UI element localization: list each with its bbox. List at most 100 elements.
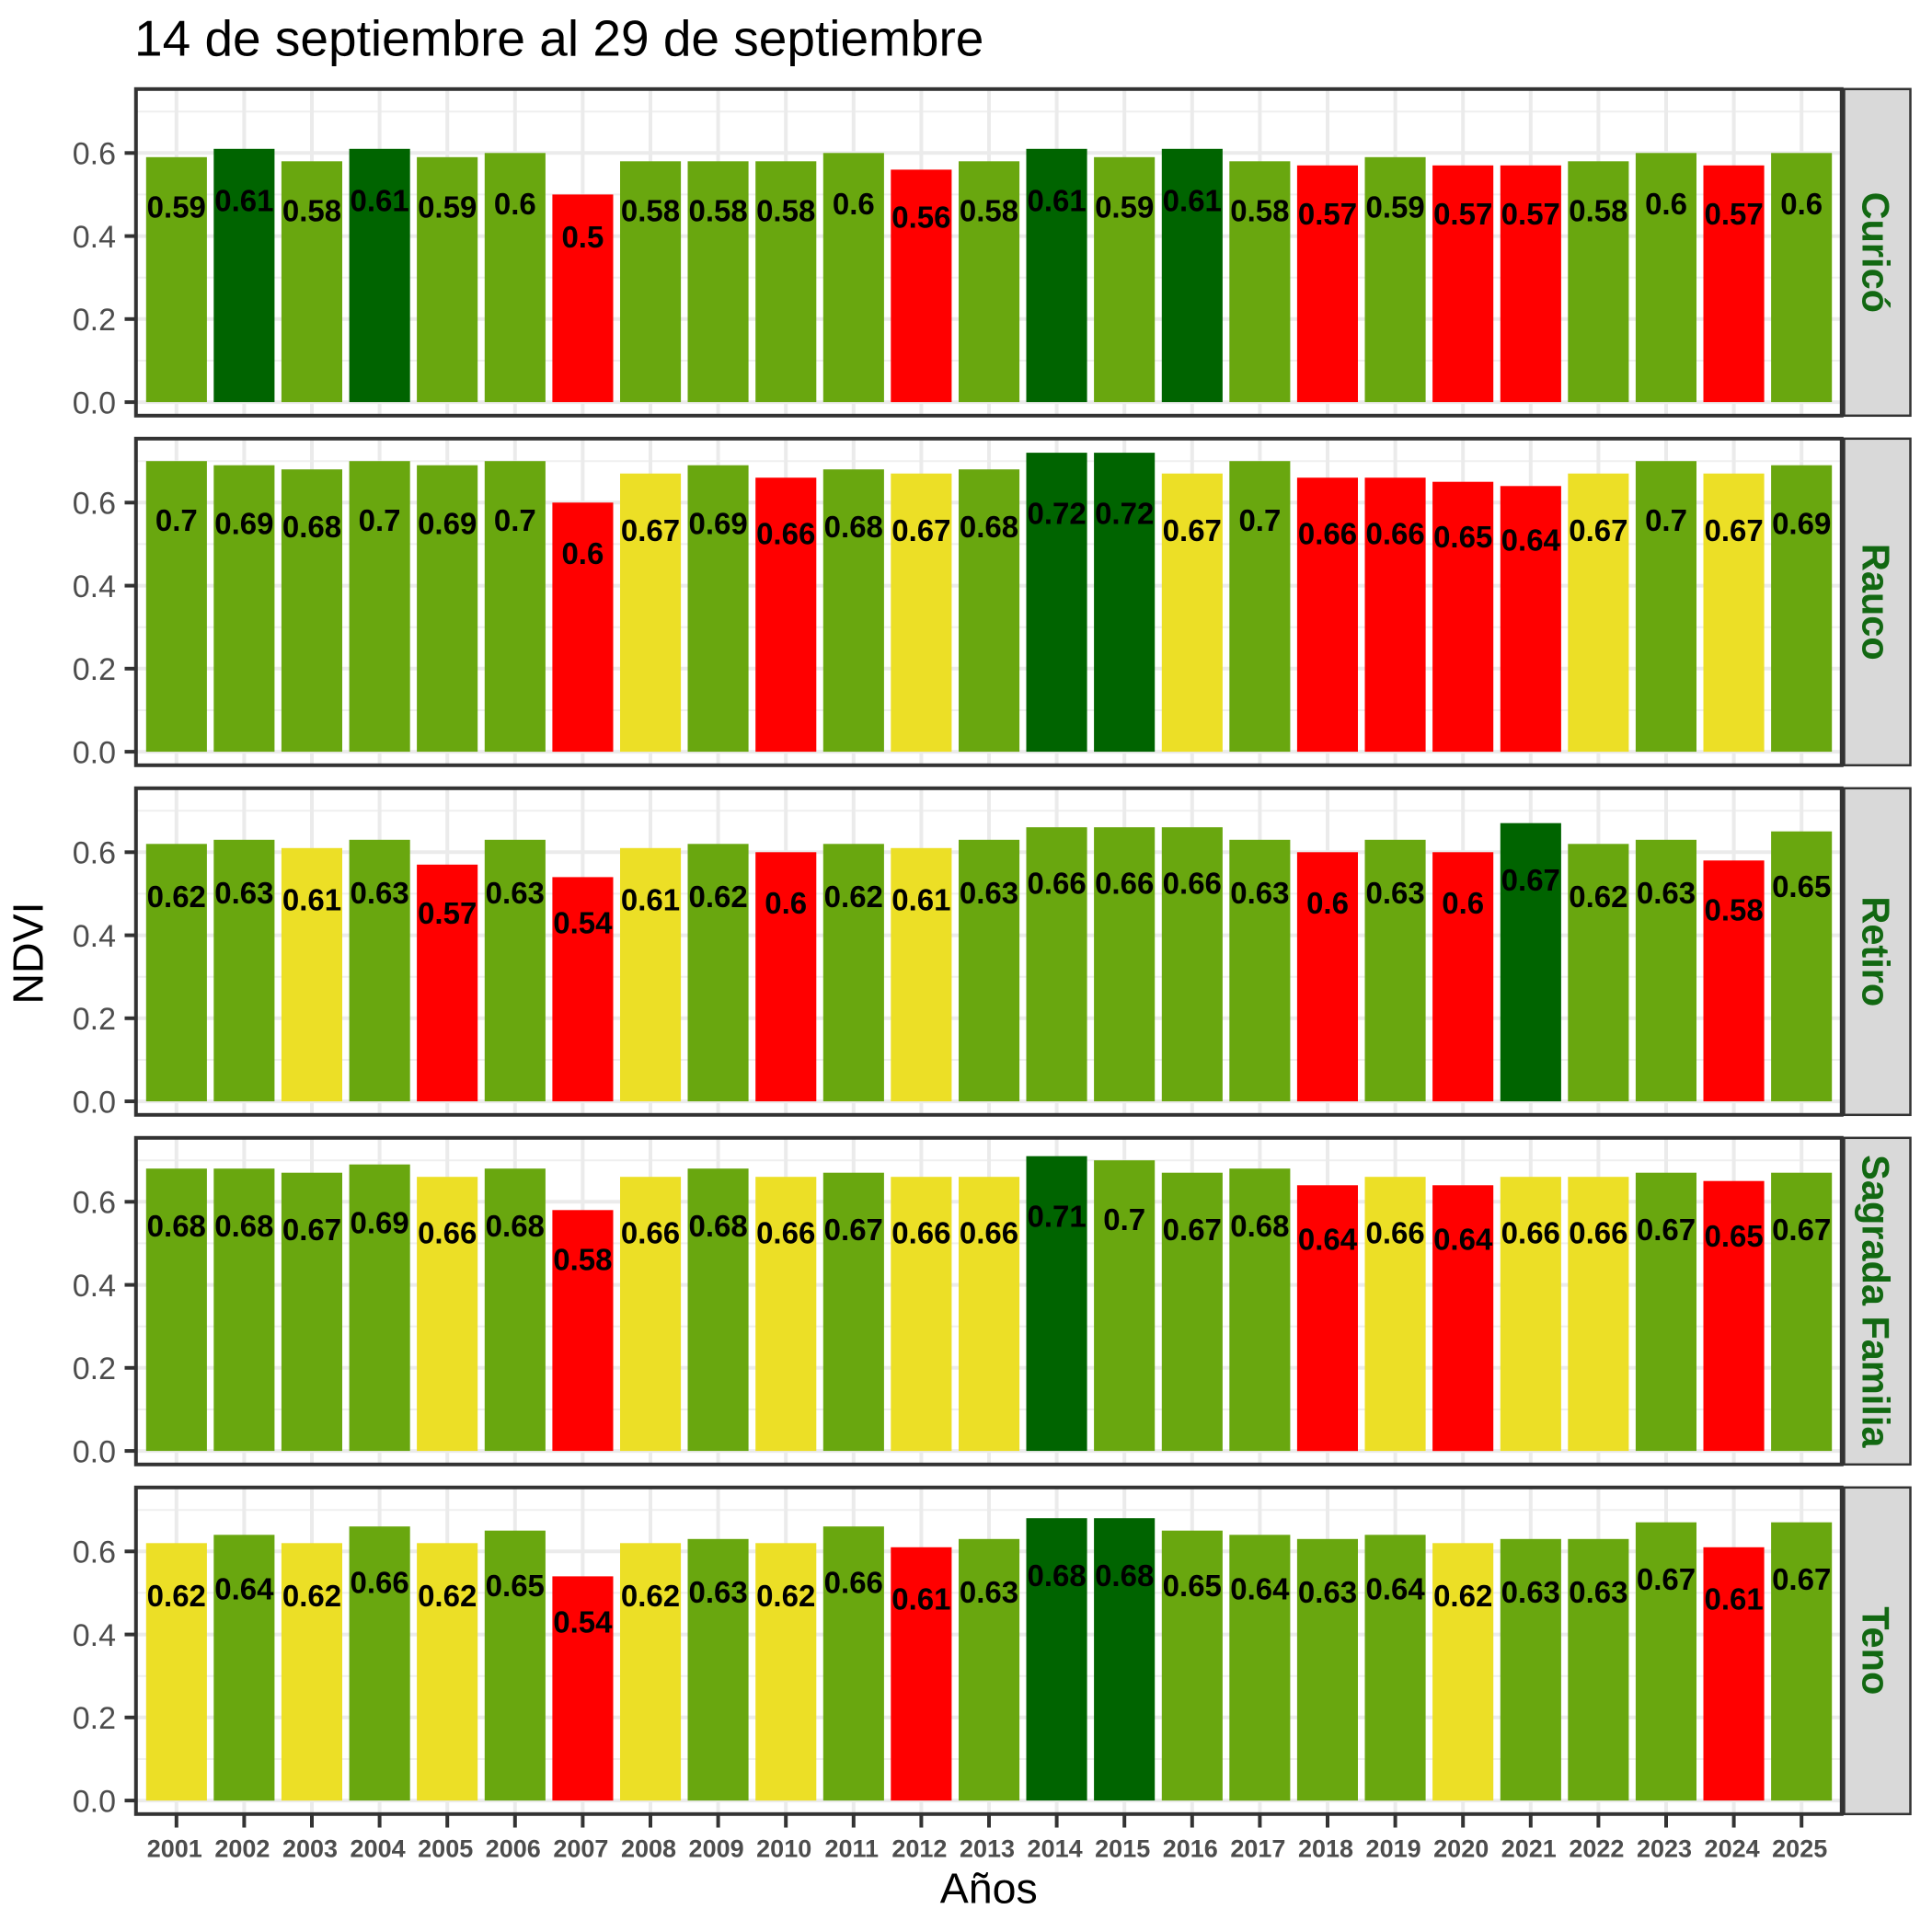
svg-text:0.0: 0.0 (73, 1085, 116, 1120)
svg-text:0.65: 0.65 (1772, 869, 1831, 903)
svg-text:0.0: 0.0 (73, 1434, 116, 1469)
svg-text:0.67: 0.67 (1772, 1213, 1831, 1247)
svg-text:0.68: 0.68 (1230, 1209, 1289, 1243)
svg-text:2008: 2008 (621, 1835, 676, 1863)
svg-text:0.64: 0.64 (1365, 1572, 1425, 1606)
svg-text:0.66: 0.66 (824, 1565, 883, 1599)
svg-text:0.63: 0.63 (960, 1575, 1018, 1609)
svg-text:2020: 2020 (1433, 1835, 1489, 1863)
svg-text:0.59: 0.59 (1095, 190, 1154, 224)
svg-text:2003: 2003 (282, 1835, 338, 1863)
svg-text:0.57: 0.57 (418, 896, 477, 930)
svg-text:0.69: 0.69 (350, 1206, 408, 1240)
svg-text:0.2: 0.2 (73, 1351, 116, 1386)
svg-text:0.62: 0.62 (418, 1579, 477, 1613)
svg-text:2012: 2012 (891, 1835, 947, 1863)
svg-text:0.64: 0.64 (1230, 1572, 1290, 1606)
svg-text:Teno: Teno (1855, 1606, 1898, 1695)
svg-text:0.7: 0.7 (359, 503, 401, 537)
svg-text:2005: 2005 (418, 1835, 473, 1863)
svg-text:0.58: 0.58 (1230, 193, 1289, 227)
svg-text:0.5: 0.5 (561, 220, 604, 254)
svg-text:0.54: 0.54 (553, 906, 613, 940)
svg-text:0.67: 0.67 (1772, 1562, 1831, 1596)
svg-text:0.67: 0.67 (282, 1213, 341, 1247)
svg-text:0.62: 0.62 (688, 880, 747, 914)
svg-text:0.61: 0.61 (282, 883, 341, 917)
svg-text:0.68: 0.68 (147, 1209, 206, 1243)
svg-text:0.4: 0.4 (73, 1269, 116, 1304)
svg-text:2011: 2011 (825, 1835, 880, 1863)
svg-text:0.6: 0.6 (1306, 886, 1349, 920)
svg-text:0.57: 0.57 (1433, 197, 1492, 231)
svg-text:0.69: 0.69 (214, 507, 273, 541)
svg-text:0.58: 0.58 (282, 193, 341, 227)
svg-text:0.67: 0.67 (621, 513, 680, 547)
svg-text:0.63: 0.63 (688, 1575, 747, 1609)
svg-text:0.6: 0.6 (1442, 886, 1484, 920)
svg-text:0.63: 0.63 (1637, 876, 1696, 910)
svg-text:0.0: 0.0 (73, 1784, 116, 1819)
svg-text:0.57: 0.57 (1704, 197, 1763, 231)
svg-text:0.66: 0.66 (960, 1215, 1018, 1249)
svg-text:0.66: 0.66 (1365, 516, 1424, 550)
svg-text:0.7: 0.7 (1238, 503, 1281, 537)
svg-text:0.58: 0.58 (621, 193, 680, 227)
svg-text:0.66: 0.66 (891, 1215, 950, 1249)
svg-text:0.62: 0.62 (824, 880, 883, 914)
svg-text:2016: 2016 (1163, 1835, 1218, 1863)
svg-text:0.68: 0.68 (1095, 1558, 1154, 1593)
svg-text:0.59: 0.59 (418, 190, 477, 224)
svg-text:0.63: 0.63 (1501, 1575, 1560, 1609)
svg-text:0.7: 0.7 (1645, 503, 1687, 537)
svg-text:0.67: 0.67 (1637, 1213, 1696, 1247)
svg-text:0.62: 0.62 (1433, 1579, 1492, 1613)
svg-text:0.66: 0.66 (1095, 866, 1154, 900)
svg-text:0.69: 0.69 (418, 507, 477, 541)
svg-text:0.67: 0.67 (1163, 513, 1222, 547)
svg-text:0.62: 0.62 (1569, 880, 1627, 914)
svg-text:0.58: 0.58 (688, 193, 747, 227)
svg-text:2025: 2025 (1772, 1835, 1827, 1863)
svg-text:0.61: 0.61 (1704, 1582, 1763, 1616)
svg-text:2004: 2004 (351, 1835, 406, 1863)
svg-text:0.58: 0.58 (553, 1242, 612, 1276)
svg-text:0.63: 0.63 (1365, 876, 1424, 910)
svg-text:0.59: 0.59 (1365, 190, 1424, 224)
svg-text:0.67: 0.67 (1163, 1213, 1222, 1247)
svg-text:2022: 2022 (1569, 1835, 1624, 1863)
svg-text:2023: 2023 (1637, 1835, 1692, 1863)
svg-text:0.67: 0.67 (1704, 513, 1763, 547)
svg-text:0.0: 0.0 (73, 385, 116, 420)
svg-text:0.6: 0.6 (73, 137, 116, 172)
svg-text:0.7: 0.7 (1103, 1202, 1145, 1236)
svg-text:2010: 2010 (756, 1835, 811, 1863)
svg-text:0.72: 0.72 (1027, 497, 1086, 531)
svg-text:0.61: 0.61 (214, 184, 273, 218)
svg-text:0.57: 0.57 (1501, 197, 1560, 231)
svg-text:2009: 2009 (689, 1835, 744, 1863)
svg-text:0.2: 0.2 (73, 652, 116, 687)
svg-text:0.63: 0.63 (960, 876, 1018, 910)
svg-text:0.61: 0.61 (891, 1582, 950, 1616)
svg-text:0.65: 0.65 (486, 1569, 545, 1603)
svg-text:0.66: 0.66 (1027, 866, 1086, 900)
svg-text:0.66: 0.66 (1569, 1215, 1627, 1249)
svg-text:0.6: 0.6 (765, 886, 807, 920)
svg-text:0.66: 0.66 (1365, 1215, 1424, 1249)
svg-text:0.71: 0.71 (1027, 1199, 1086, 1233)
svg-text:0.67: 0.67 (1501, 863, 1560, 897)
svg-text:0.68: 0.68 (214, 1209, 273, 1243)
svg-text:NDVI: NDVI (4, 902, 52, 1004)
svg-text:Retiro: Retiro (1855, 896, 1898, 1006)
svg-text:0.58: 0.58 (1704, 892, 1763, 926)
svg-text:2013: 2013 (960, 1835, 1015, 1863)
svg-text:0.68: 0.68 (688, 1209, 747, 1243)
svg-text:0.2: 0.2 (73, 303, 116, 338)
svg-text:0.61: 0.61 (891, 883, 950, 917)
svg-text:0.6: 0.6 (73, 487, 116, 522)
svg-text:0.6: 0.6 (73, 1535, 116, 1570)
svg-text:2018: 2018 (1298, 1835, 1353, 1863)
svg-text:2007: 2007 (553, 1835, 608, 1863)
svg-text:0.54: 0.54 (553, 1605, 613, 1639)
